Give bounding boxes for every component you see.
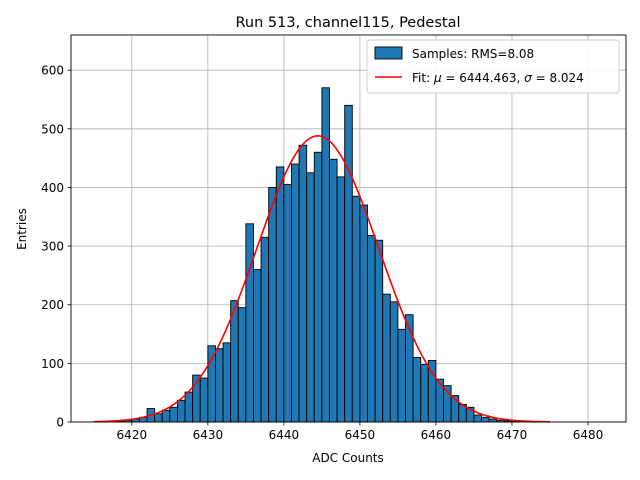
histogram-bar xyxy=(253,269,262,423)
histogram-bar xyxy=(222,342,232,423)
x-tick-label: 6480 xyxy=(573,428,604,442)
y-tick-label: 100 xyxy=(41,357,64,371)
histogram-bar xyxy=(367,235,376,423)
histogram-bar xyxy=(184,391,194,423)
y-tick-label: 0 xyxy=(56,416,64,430)
plot-frame xyxy=(70,34,627,423)
histogram-bar xyxy=(344,104,353,423)
histogram-bar xyxy=(382,293,391,423)
x-tick-label: 6420 xyxy=(117,428,148,442)
legend: Samples: RMS=8.08 Fit: μ = 6444.463, σ =… xyxy=(366,39,620,94)
histogram-bar xyxy=(397,328,406,423)
histogram-bar xyxy=(237,307,247,423)
histogram-bar xyxy=(481,416,490,423)
chart-title: Run 513, channel115, Pedestal xyxy=(235,15,460,31)
histogram-bar xyxy=(275,166,285,423)
x-tick-label: 6460 xyxy=(421,428,452,442)
legend-fit-prefix: Fit: xyxy=(412,71,434,85)
histogram-bar xyxy=(374,239,384,423)
legend-mu-value: = 6444.463, xyxy=(442,71,525,85)
x-tick-label: 6440 xyxy=(269,428,300,442)
legend-sigma-value: = 8.024 xyxy=(532,71,584,85)
histogram-bar xyxy=(291,163,300,423)
legend-mu-symbol: μ xyxy=(433,71,442,85)
y-axis-label: Entries xyxy=(15,208,29,250)
y-tick-label: 500 xyxy=(41,122,64,136)
y-axis-ticks: 0 100 200 300 400 500 600 xyxy=(41,64,71,430)
histogram-bar xyxy=(298,144,308,423)
histogram-bar xyxy=(420,364,429,423)
y-tick-label: 300 xyxy=(41,240,64,254)
histogram-bar xyxy=(199,377,209,423)
fit-curve xyxy=(93,135,550,423)
histogram-bar xyxy=(473,414,482,423)
legend-samples-swatch xyxy=(374,46,403,60)
histogram-bar xyxy=(329,158,338,423)
legend-box xyxy=(366,39,620,94)
histogram-bar xyxy=(306,172,315,423)
histogram-bar xyxy=(154,413,163,423)
legend-sigma-symbol: σ xyxy=(524,71,532,85)
histogram-bar xyxy=(351,195,361,423)
histogram-bar xyxy=(412,357,422,423)
x-axis-label: ADC Counts xyxy=(312,451,384,465)
histogram-bar xyxy=(389,301,399,423)
y-tick-label: 400 xyxy=(41,181,64,195)
histogram-bar xyxy=(260,236,270,423)
histogram-bar xyxy=(359,204,368,423)
x-tick-label: 6450 xyxy=(345,428,376,442)
histogram-bar xyxy=(207,345,216,423)
histogram-bar xyxy=(169,406,178,423)
histogram-bar xyxy=(176,399,186,423)
histogram-bar xyxy=(230,300,239,423)
histogram-bar xyxy=(336,176,346,423)
histogram-bar xyxy=(245,223,254,423)
y-tick-label: 600 xyxy=(41,64,64,78)
legend-samples-label: Samples: RMS=8.08 xyxy=(412,47,534,61)
histogram-bar xyxy=(161,409,171,423)
histogram-bar xyxy=(268,187,277,423)
y-tick-label: 200 xyxy=(41,298,64,312)
x-tick-label: 6470 xyxy=(497,428,528,442)
histogram-bar xyxy=(215,348,224,423)
fit-curve-group xyxy=(93,135,550,423)
x-tick-label: 6430 xyxy=(193,428,224,442)
x-axis-ticks: 6420 6430 6440 6450 6460 6470 6480 xyxy=(117,422,604,442)
histogram-bar xyxy=(283,184,292,423)
legend-fit-label: Fit: μ = 6444.463, σ = 8.024 xyxy=(412,71,584,85)
histogram-bar xyxy=(313,151,323,423)
